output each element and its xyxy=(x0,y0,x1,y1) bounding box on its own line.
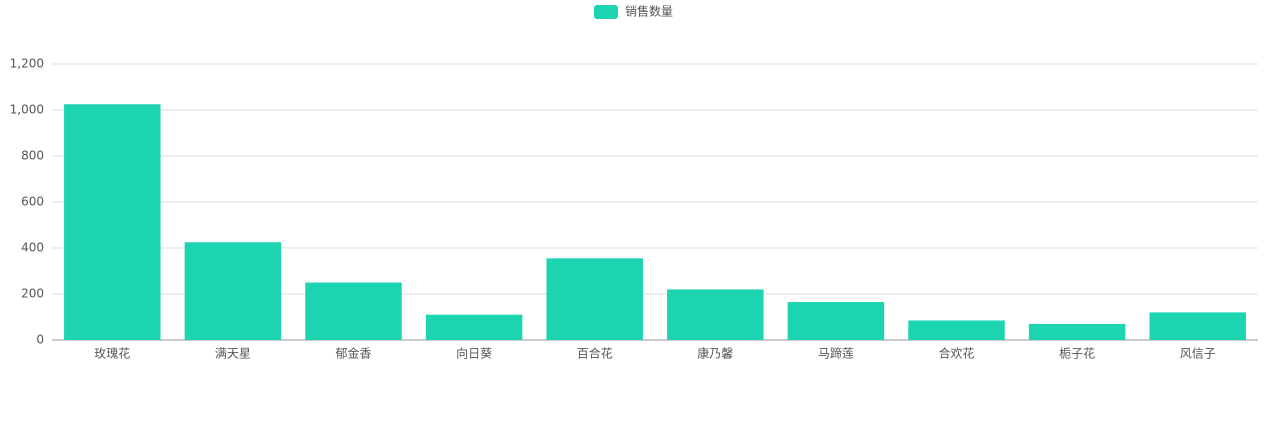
bar xyxy=(1149,312,1246,340)
y-tick-label: 1,200 xyxy=(10,57,44,71)
x-tick-label: 郁金香 xyxy=(335,346,371,361)
y-tick-label: 0 xyxy=(36,333,44,347)
bar xyxy=(546,258,643,340)
y-tick-label: 200 xyxy=(21,287,44,301)
y-tick-label: 600 xyxy=(21,195,44,209)
legend-label: 销售数量 xyxy=(625,4,673,19)
x-tick-label: 合欢花 xyxy=(938,346,974,361)
bar xyxy=(667,289,764,340)
bar xyxy=(787,302,885,340)
bar xyxy=(1028,323,1126,340)
bar xyxy=(64,104,161,340)
bar xyxy=(908,320,1005,340)
x-tick-label: 康乃馨 xyxy=(697,346,733,361)
x-tick-label: 玫瑰花 xyxy=(94,346,130,361)
x-tick-label: 风信子 xyxy=(1180,347,1216,361)
x-tick-label: 百合花 xyxy=(577,346,613,361)
bar xyxy=(305,282,402,340)
x-tick-label: 向日葵 xyxy=(456,346,492,361)
bar xyxy=(184,242,282,340)
bar xyxy=(425,314,523,340)
x-tick-label: 马蹄莲 xyxy=(818,346,854,361)
y-tick-label: 800 xyxy=(21,149,44,163)
legend-swatch xyxy=(594,5,618,19)
y-tick-label: 1,000 xyxy=(10,103,44,117)
x-tick-label: 满天星 xyxy=(215,347,251,361)
y-tick-label: 400 xyxy=(21,241,44,255)
x-tick-label: 栀子花 xyxy=(1059,346,1095,361)
